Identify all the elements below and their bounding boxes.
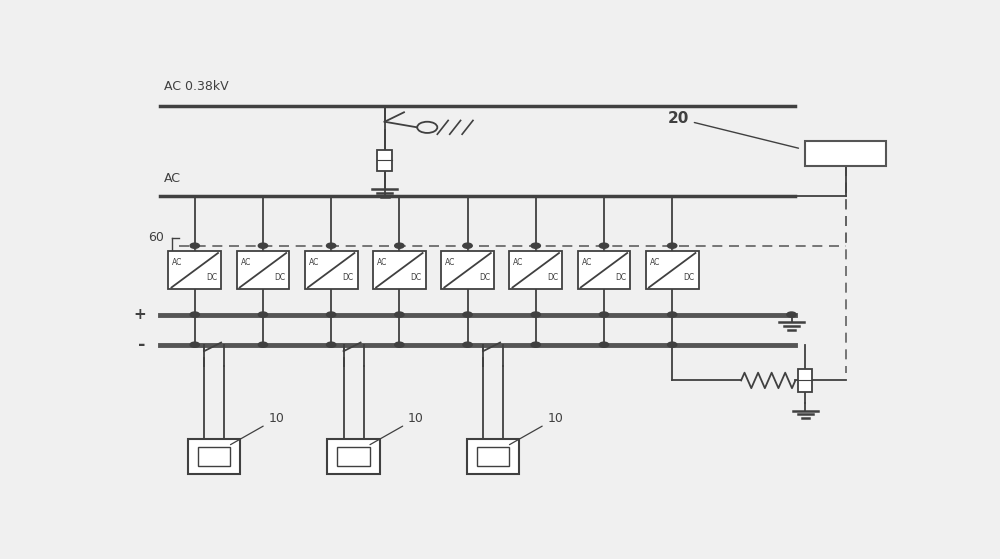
FancyBboxPatch shape	[646, 252, 698, 289]
Circle shape	[599, 243, 609, 248]
Circle shape	[326, 342, 336, 347]
Circle shape	[531, 312, 540, 317]
Text: AC: AC	[581, 258, 592, 267]
Circle shape	[326, 243, 336, 248]
Text: AC: AC	[164, 172, 181, 186]
Text: AC: AC	[240, 258, 251, 267]
Text: 10: 10	[370, 412, 424, 444]
Circle shape	[531, 243, 540, 248]
Circle shape	[463, 342, 472, 347]
FancyBboxPatch shape	[509, 252, 562, 289]
Circle shape	[258, 342, 268, 347]
Circle shape	[190, 342, 199, 347]
Circle shape	[668, 342, 677, 347]
Text: 60: 60	[148, 231, 164, 244]
Text: 10: 10	[230, 412, 284, 444]
Text: DC: DC	[342, 273, 354, 282]
Text: AC: AC	[377, 258, 387, 267]
FancyBboxPatch shape	[327, 439, 380, 474]
Text: DC: DC	[479, 273, 490, 282]
Circle shape	[463, 312, 472, 317]
FancyBboxPatch shape	[198, 447, 230, 466]
Circle shape	[258, 243, 268, 248]
FancyBboxPatch shape	[168, 252, 221, 289]
Text: DC: DC	[615, 273, 626, 282]
Circle shape	[531, 342, 540, 347]
Text: 10: 10	[509, 412, 563, 444]
Circle shape	[395, 243, 404, 248]
Text: AC: AC	[445, 258, 455, 267]
Text: DC: DC	[411, 273, 422, 282]
Text: +: +	[133, 307, 146, 322]
Text: DC: DC	[206, 273, 217, 282]
Text: AC: AC	[309, 258, 319, 267]
FancyBboxPatch shape	[305, 252, 358, 289]
Circle shape	[668, 312, 677, 317]
Text: AC: AC	[172, 258, 183, 267]
Circle shape	[599, 342, 609, 347]
Circle shape	[463, 243, 472, 248]
Text: DC: DC	[274, 273, 285, 282]
FancyBboxPatch shape	[467, 439, 519, 474]
FancyBboxPatch shape	[373, 252, 426, 289]
FancyBboxPatch shape	[377, 150, 392, 171]
Circle shape	[668, 243, 677, 248]
Circle shape	[395, 312, 404, 317]
Circle shape	[599, 312, 609, 317]
Text: AC: AC	[513, 258, 524, 267]
Circle shape	[787, 312, 796, 317]
FancyBboxPatch shape	[805, 141, 886, 165]
FancyBboxPatch shape	[188, 439, 240, 474]
FancyBboxPatch shape	[578, 252, 630, 289]
FancyBboxPatch shape	[337, 447, 370, 466]
Circle shape	[258, 312, 268, 317]
Circle shape	[326, 312, 336, 317]
Circle shape	[190, 312, 199, 317]
Text: -: -	[138, 336, 146, 354]
Text: AC 0.38kV: AC 0.38kV	[164, 80, 228, 93]
FancyBboxPatch shape	[237, 252, 289, 289]
Text: 20: 20	[668, 111, 798, 148]
FancyBboxPatch shape	[798, 368, 812, 392]
Circle shape	[395, 342, 404, 347]
FancyBboxPatch shape	[477, 447, 509, 466]
Text: DC: DC	[547, 273, 558, 282]
Text: DC: DC	[684, 273, 695, 282]
FancyBboxPatch shape	[441, 252, 494, 289]
Circle shape	[190, 243, 199, 248]
Text: AC: AC	[650, 258, 660, 267]
